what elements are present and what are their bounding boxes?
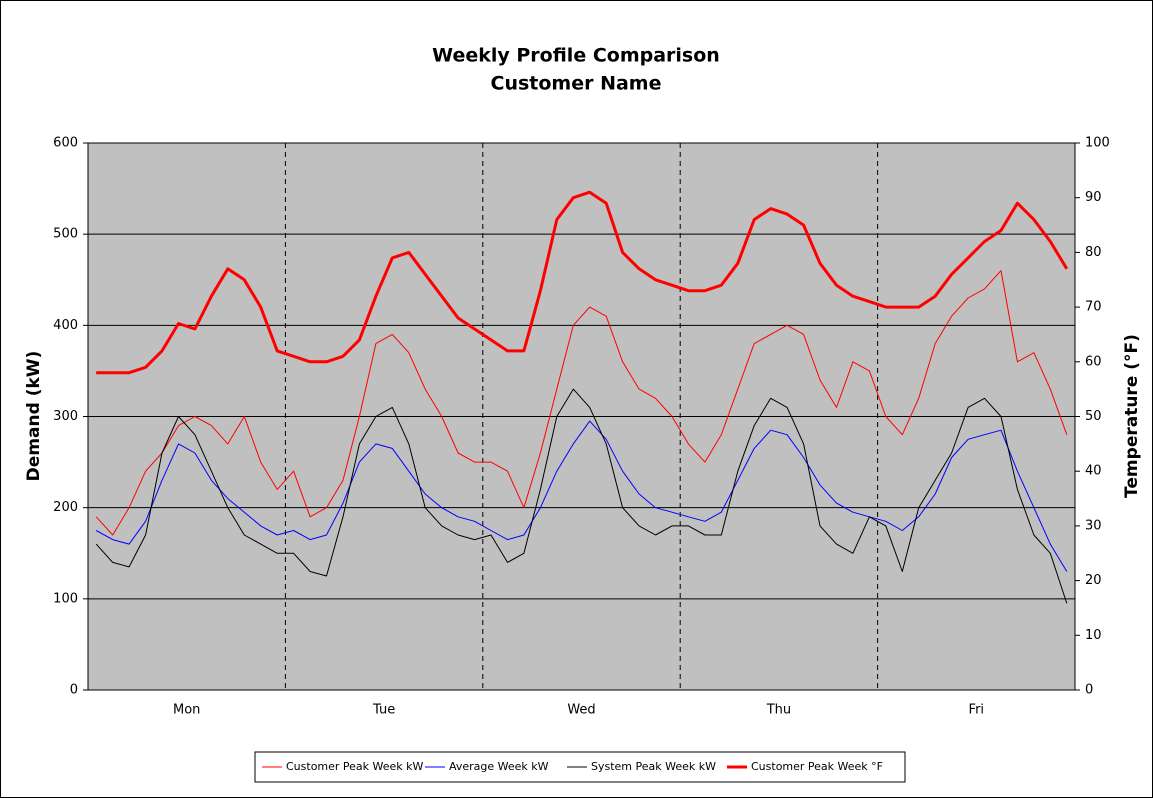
y-tick-label: 100: [53, 591, 78, 606]
legend-label: Customer Peak Week °F: [751, 760, 883, 773]
chart-title: Weekly Profile Comparison: [432, 45, 720, 67]
y2-tick-label: 90: [1085, 190, 1102, 205]
y-tick-label: 200: [53, 500, 78, 515]
series-line: [96, 190, 1069, 375]
legend-label: Average Week kW: [449, 760, 549, 773]
y-tick-label: 400: [53, 318, 78, 333]
y2-tick-label: 10: [1085, 628, 1102, 643]
y-tick-label: 0: [70, 683, 78, 698]
y-tick-label: 300: [53, 409, 78, 424]
legend-label: System Peak Week kW: [591, 760, 716, 773]
series-line: [95, 388, 1068, 604]
y2-tick-label: 30: [1085, 518, 1102, 533]
y2-tick-label: 80: [1085, 245, 1102, 260]
y2-tick-label: 0: [1085, 683, 1093, 698]
x-tick-label: Thu: [766, 703, 791, 718]
chart-subtitle: Customer Name: [491, 73, 662, 95]
x-tick-label: Fri: [969, 703, 985, 718]
x-tick-label: Mon: [173, 703, 200, 718]
y2-axis-title: Temperature (°F): [1122, 334, 1142, 498]
y2-tick-label: 20: [1085, 573, 1102, 588]
y-axis-title: Demand (kW): [24, 351, 44, 482]
y2-tick-label: 60: [1085, 354, 1102, 369]
x-tick-label: Tue: [372, 703, 395, 718]
series-line: [95, 420, 1068, 572]
y2-tick-label: 40: [1085, 464, 1102, 479]
y2-tick-label: 70: [1085, 300, 1102, 315]
legend-label: Customer Peak Week kW: [286, 760, 424, 773]
y-tick-label: 600: [53, 136, 78, 151]
y2-tick-label: 50: [1085, 409, 1102, 424]
y2-tick-label: 100: [1085, 136, 1110, 151]
series-line: [95, 270, 1068, 536]
x-tick-label: Wed: [567, 703, 595, 718]
y-tick-label: 500: [53, 227, 78, 242]
